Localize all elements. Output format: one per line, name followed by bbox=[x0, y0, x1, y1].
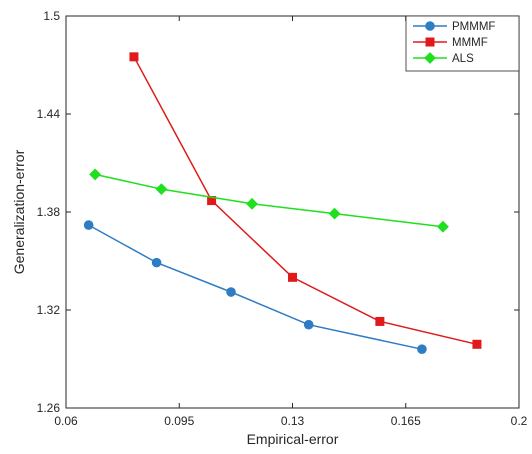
x-tick-label: 0.13 bbox=[281, 414, 305, 428]
data-point-pmmmf bbox=[83, 220, 94, 230]
x-tick-label: 0.165 bbox=[391, 414, 421, 428]
data-point-mmmf bbox=[288, 272, 297, 282]
legend-label-pmmmf: PMMMF bbox=[452, 21, 495, 33]
y-tick-label: 1.44 bbox=[37, 107, 61, 121]
y-tick-label: 1.5 bbox=[43, 9, 60, 23]
data-point-als bbox=[437, 220, 449, 233]
data-point-als bbox=[89, 168, 102, 181]
data-point-pmmmf bbox=[303, 319, 314, 330]
x-tick-label: 0.2 bbox=[511, 414, 528, 428]
data-point-mmmf bbox=[129, 52, 139, 62]
legend-marker-als bbox=[424, 52, 436, 64]
legend-label-mmmf: MMMF bbox=[452, 37, 488, 49]
data-point-pmmmf bbox=[417, 344, 427, 355]
legend-marker-mmmf bbox=[425, 37, 435, 47]
legend-marker-pmmmf bbox=[425, 21, 435, 31]
y-axis-label: Generalization-error bbox=[11, 149, 27, 274]
x-tick-label: 0.06 bbox=[54, 414, 78, 428]
series-layer bbox=[83, 52, 482, 355]
legend: PMMMF MMMF ALS bbox=[405, 15, 520, 72]
data-point-als bbox=[328, 207, 341, 220]
data-point-mmmf bbox=[375, 316, 385, 326]
data-point-pmmmf bbox=[226, 287, 236, 297]
y-tick-label: 1.38 bbox=[37, 205, 61, 219]
legend-items: PMMMF MMMF ALS bbox=[413, 21, 495, 65]
data-point-als bbox=[246, 197, 258, 210]
y-tick-label: 1.26 bbox=[37, 401, 61, 415]
x-tick-label: 0.095 bbox=[164, 414, 194, 428]
legend-box bbox=[405, 15, 520, 72]
data-point-mmmf bbox=[472, 339, 482, 349]
x-axis-label: Empirical-error bbox=[247, 431, 339, 447]
plot-area bbox=[66, 16, 519, 408]
legend-label-als: ALS bbox=[452, 53, 474, 65]
data-point-pmmmf bbox=[151, 257, 162, 268]
y-tick-label: 1.32 bbox=[37, 303, 61, 317]
data-point-als bbox=[155, 183, 168, 196]
